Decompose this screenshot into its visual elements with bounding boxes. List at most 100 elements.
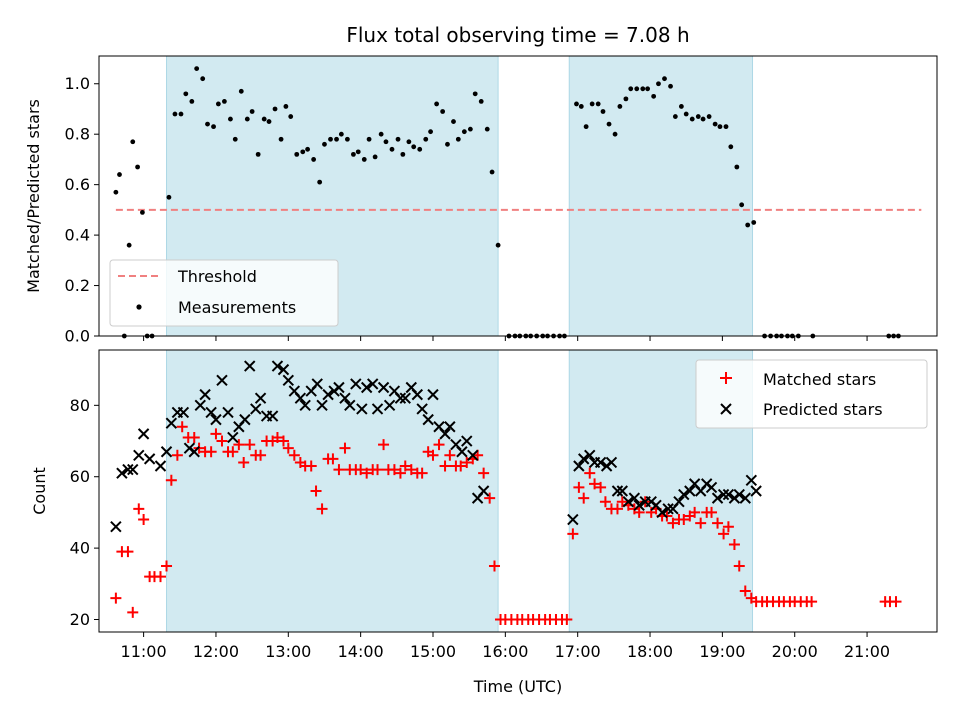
- matched-star-point: [806, 596, 818, 608]
- matched-star-point: [122, 546, 134, 558]
- measurement-point: [428, 129, 433, 135]
- matched-star-point: [205, 446, 217, 458]
- measurement-point: [395, 136, 401, 142]
- matched-star-point: [695, 517, 707, 529]
- predicted-star-point: [322, 388, 334, 401]
- measurement-point: [126, 242, 132, 248]
- predicted-star-point: [444, 421, 456, 433]
- measurement-point: [211, 124, 216, 130]
- matched-star-point: [444, 449, 456, 461]
- y-tick-label: 60: [70, 467, 90, 486]
- predicted-star-point: [717, 488, 730, 501]
- measurement-point: [294, 151, 300, 157]
- measurement-point: [628, 86, 634, 92]
- matched-star-point: [478, 467, 490, 479]
- predicted-star-point: [399, 392, 411, 404]
- predicted-star-point: [366, 378, 379, 390]
- matched-star-point: [255, 449, 267, 461]
- measurement-point: [668, 83, 673, 89]
- measurement-point: [606, 121, 612, 127]
- measurement-point: [455, 136, 461, 142]
- measurement-point: [221, 99, 227, 104]
- measurement-point: [461, 129, 467, 135]
- measurement-point: [634, 86, 640, 92]
- measurement-point: [467, 126, 473, 132]
- matched-star-point: [399, 460, 411, 472]
- measurement-point: [200, 76, 206, 82]
- predicted-star-point: [584, 449, 596, 462]
- y-tick-label: 0.6: [65, 175, 90, 194]
- measurement-point: [706, 114, 712, 119]
- measurement-point: [266, 119, 272, 124]
- measurement-point: [489, 169, 495, 175]
- predicted-star-point: [722, 488, 735, 501]
- predicted-star-point: [705, 481, 718, 494]
- predicted-star-point: [739, 492, 751, 504]
- predicted-star-point: [222, 406, 234, 419]
- measurement-point: [215, 101, 221, 107]
- x-tick-label: 16:00: [482, 642, 528, 661]
- predicted-star-point: [711, 492, 724, 504]
- measurement-point: [728, 144, 734, 150]
- measurement-point: [355, 149, 361, 155]
- measurement-point: [272, 106, 278, 112]
- measurement-point: [322, 141, 327, 147]
- measurement-point: [172, 111, 178, 117]
- measurement-point: [166, 194, 172, 200]
- predicted-star-point: [194, 399, 206, 412]
- matched-star-point: [573, 481, 585, 493]
- matched-star-point: [227, 446, 239, 458]
- predicted-star-point: [750, 485, 762, 497]
- legend-predicted-label: Predicted stars: [763, 400, 883, 419]
- matched-star-point: [316, 503, 328, 515]
- matched-star-point: [210, 428, 222, 440]
- predicted-star-point: [633, 499, 645, 511]
- legend-threshold-label: Threshold: [177, 267, 257, 286]
- measurement-point: [344, 136, 350, 142]
- observing-window-band: [166, 349, 499, 633]
- matched-star-point: [718, 528, 730, 540]
- predicted-star-point: [678, 488, 690, 501]
- measurement-point: [495, 242, 501, 248]
- measurement-point: [383, 139, 389, 145]
- measurement-point: [178, 111, 184, 117]
- legend-matched-swatch: [720, 372, 732, 384]
- measurement-point: [600, 109, 606, 114]
- y-tick-label: 20: [70, 610, 90, 629]
- measurement-point: [300, 149, 306, 155]
- matched-star-points: [110, 421, 902, 626]
- measurement-point: [328, 136, 333, 142]
- predicted-star-point: [250, 403, 262, 415]
- predicted-star-point: [416, 403, 428, 415]
- predicted-star-point: [282, 374, 295, 387]
- matched-star-point: [339, 442, 351, 454]
- matched-star-point: [154, 571, 166, 583]
- predicted-star-point: [316, 399, 328, 412]
- chart-title: Flux total observing time = 7.08 h: [346, 23, 689, 47]
- measurement-point: [717, 124, 723, 130]
- measurement-point: [189, 99, 195, 104]
- matched-star-point: [599, 496, 611, 508]
- measurement-point: [678, 104, 684, 109]
- matched-star-point: [355, 464, 367, 476]
- bottom-y-ticks: 20 40 60 80: [70, 396, 99, 629]
- matched-star-point: [138, 514, 150, 526]
- observing-window-band: [568, 55, 754, 337]
- measurement-point: [244, 116, 250, 122]
- matched-star-point: [739, 585, 751, 597]
- predicted-star-point: [673, 496, 685, 508]
- top-legend: Threshold Measurements: [109, 259, 339, 327]
- predicted-star-points: [110, 360, 762, 533]
- x-tick-label: 17:00: [555, 642, 601, 661]
- predicted-star-point: [356, 403, 368, 415]
- bottom-plot-frame: [98, 349, 938, 633]
- measurement-point: [751, 220, 757, 225]
- matched-star-point: [165, 474, 177, 486]
- predicted-star-point: [137, 428, 150, 440]
- matched-star-point: [689, 506, 701, 518]
- predicted-star-point: [467, 449, 479, 462]
- matched-star-point: [439, 460, 451, 472]
- matched-star-point: [372, 464, 384, 476]
- predicted-star-point: [377, 381, 390, 394]
- predicted-star-point: [188, 446, 200, 458]
